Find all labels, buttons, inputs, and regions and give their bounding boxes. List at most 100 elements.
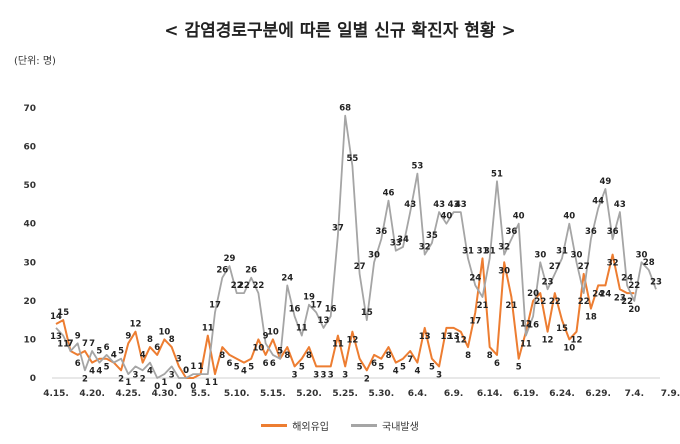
data-label-domestic: 55 [346,154,358,164]
x-tick-label: 4.15. [43,389,69,399]
data-label-domestic: 35 [426,231,438,241]
data-label-overseas: 6 [371,359,377,369]
x-tick-label: 6.14. [477,389,503,399]
data-label-domestic: 36 [585,227,597,237]
data-label-overseas: 7 [407,355,413,365]
data-label-domestic: 36 [375,227,387,237]
data-label-overseas: 10 [563,343,575,353]
data-label-overseas: 13 [440,332,452,342]
data-label-domestic: 24 [621,273,633,283]
data-label-domestic: 13 [318,316,330,326]
data-label-overseas: 30 [498,266,510,276]
data-label-overseas: 27 [578,262,590,272]
data-label-domestic: 9 [75,331,81,341]
data-label-overseas: 3 [328,370,334,380]
data-label-domestic: 37 [332,223,344,233]
data-label-domestic: 6 [104,343,110,353]
data-label-domestic: 46 [383,189,395,199]
data-label-overseas: 12 [455,336,467,346]
data-label-domestic: 11 [57,340,69,350]
data-label-domestic: 23 [650,277,662,287]
data-label-domestic: 44 [592,196,604,206]
data-label-domestic: 33 [390,239,402,249]
data-label-domestic: 0 [154,382,160,392]
data-label-domestic: 31 [484,246,496,256]
data-label-domestic: 16 [527,320,539,330]
data-label-domestic: 40 [563,212,575,222]
series-layer [55,114,657,379]
data-label-overseas: 10 [252,343,264,353]
y-tick-label: 0 [30,374,36,384]
x-tick-label: 5.10. [224,389,250,399]
x-tick-label: 4.30. [152,389,178,399]
data-label-overseas: 10 [267,327,279,337]
x-tick-label: 7.4. [625,389,644,399]
data-label-domestic: 1 [205,378,211,388]
data-label-overseas: 5 [378,363,384,373]
data-label-domestic: 30 [636,250,648,260]
data-label-overseas: 4 [140,351,146,361]
data-label-overseas: 3 [176,354,182,364]
data-label-domestic: 49 [599,177,611,187]
data-label-overseas: 5 [357,363,363,373]
data-label-overseas: 6 [494,359,500,369]
data-label-overseas: 5 [400,363,406,373]
data-label-overseas: 6 [227,359,233,369]
data-label-overseas: 22 [549,297,561,307]
data-label-overseas: 15 [57,308,69,318]
chart-title: < 감염경로구분에 따른 일별 신규 확진자 현황 > [164,21,516,41]
data-label-overseas: 4 [89,367,95,377]
data-label-domestic: 2 [140,374,146,384]
data-label-domestic: 7 [67,339,73,349]
data-label-domestic: 4 [96,367,102,377]
x-tick-label: 5.15. [260,389,286,399]
y-tick-label: 70 [23,104,36,114]
data-label-domestic: 20 [628,305,640,315]
data-label-domestic: 7 [89,339,95,349]
data-label-domestic: 43 [614,200,626,210]
data-label-domestic: 27 [549,262,561,272]
data-label-domestic: 4 [147,367,153,377]
legend-swatch-domestic [351,424,377,427]
data-label-domestic: 36 [607,227,619,237]
data-label-overseas: 12 [542,336,554,346]
data-label-domestic: 43 [455,200,467,210]
data-label-domestic: 22 [238,281,250,291]
data-label-overseas: 31 [477,246,489,256]
data-label-domestic: 1 [198,362,204,372]
legend-swatch-overseas [261,424,288,427]
data-label-overseas: 3 [321,370,327,380]
data-label-overseas: 5 [429,363,435,373]
data-label-overseas: 3 [342,370,348,380]
data-label-overseas: 24 [592,289,604,299]
data-label-overseas: 8 [465,351,471,361]
data-label-domestic: 68 [339,104,351,114]
data-label-overseas: 8 [284,351,290,361]
data-label-overseas: 12 [520,320,532,330]
x-tick-label: 6.19. [513,389,539,399]
data-label-domestic: 31 [556,246,568,256]
data-label-domestic: 43 [404,200,416,210]
x-tick-label: 5.20. [296,389,322,399]
legend-item-overseas: 해외유입 [261,418,329,433]
x-tick-label: 4.20. [79,389,105,399]
data-label-domestic: 11 [520,340,532,350]
x-tick-label: 5.25. [332,389,358,399]
data-label-overseas: 5 [299,363,305,373]
data-label-overseas: 8 [219,351,225,361]
data-label-domestic: 17 [209,300,221,310]
data-label-overseas: 32 [607,259,619,269]
data-label-overseas: 15 [556,324,568,334]
data-label-domestic: 36 [505,227,517,237]
data-label-domestic: 1 [161,378,167,388]
x-tick-label: 6.24. [549,389,575,399]
y-tick-label: 50 [23,181,36,191]
data-label-domestic: 26 [216,266,228,276]
data-label-overseas: 2 [118,374,124,384]
data-label-overseas: 8 [147,335,153,345]
data-label-overseas: 6 [263,359,269,369]
data-label-domestic: 0 [183,366,189,376]
data-label-domestic: 31 [462,246,474,256]
